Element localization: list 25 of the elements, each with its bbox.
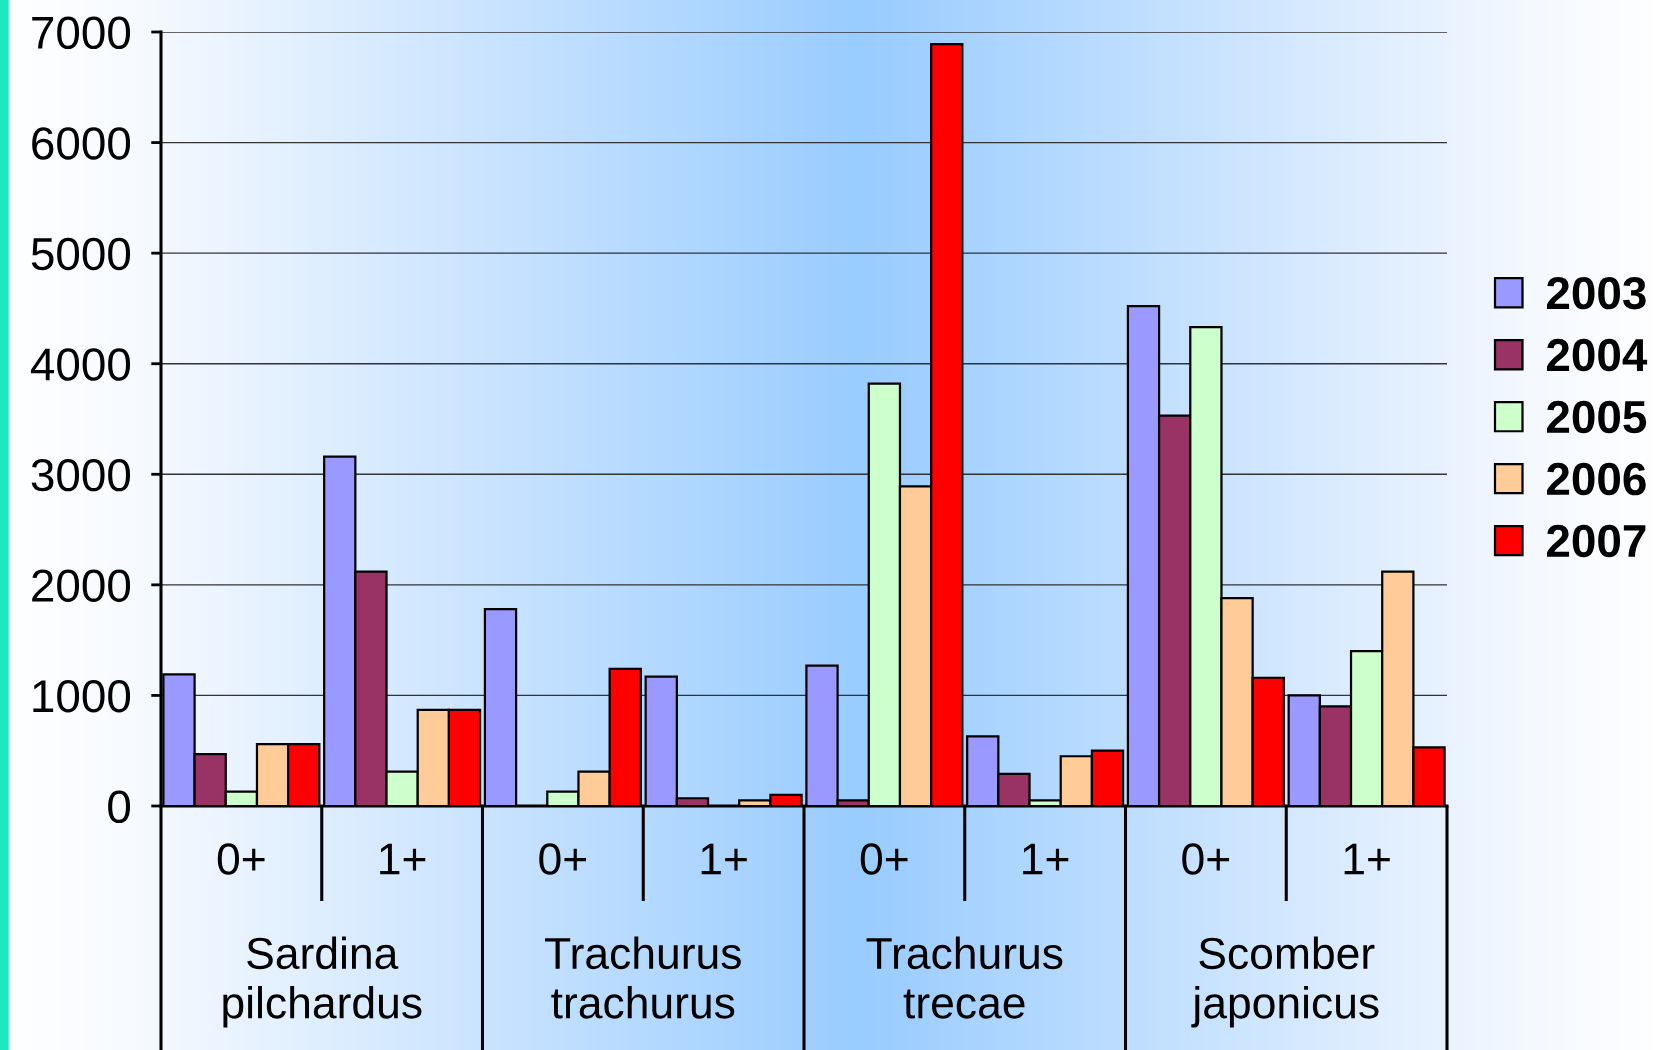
legend-label: 2003 — [1547, 276, 1646, 310]
y-tick-label: 7000 — [32, 16, 131, 50]
text: Trachurus trachurus — [545, 936, 741, 1019]
x-tick-label: 1+ — [1344, 843, 1390, 875]
y-tick-label: 1000 — [33, 680, 131, 713]
x-tick-label: 1+ — [380, 843, 426, 875]
y-tick-label: 0 — [108, 790, 131, 824]
legend-label: 2007 — [1547, 524, 1646, 558]
y-tick-label: 3000 — [31, 458, 131, 492]
text: Trachurus trecae — [866, 936, 1063, 1019]
x-tick-label: 0+ — [539, 843, 587, 875]
x-tick-label: 1+ — [1023, 843, 1069, 875]
y-tick-label: 6000 — [32, 127, 131, 160]
x-tick-label: 0+ — [860, 843, 908, 875]
x-tick-label: 1+ — [701, 843, 747, 875]
legend-label: 2004 — [1547, 338, 1648, 372]
y-tick-label: 4000 — [30, 348, 131, 381]
y-tick-label: 2000 — [32, 569, 131, 602]
x-tick-label: 0+ — [1182, 843, 1230, 875]
legend-label: 2005 — [1547, 400, 1647, 434]
text: Scomber japonicus — [1191, 936, 1379, 1028]
x-tick-label: 0+ — [217, 843, 265, 875]
text: Sardina pilchardus — [223, 936, 422, 1028]
legend-label: 2006 — [1547, 462, 1646, 496]
y-tick-label: 5000 — [31, 237, 131, 271]
